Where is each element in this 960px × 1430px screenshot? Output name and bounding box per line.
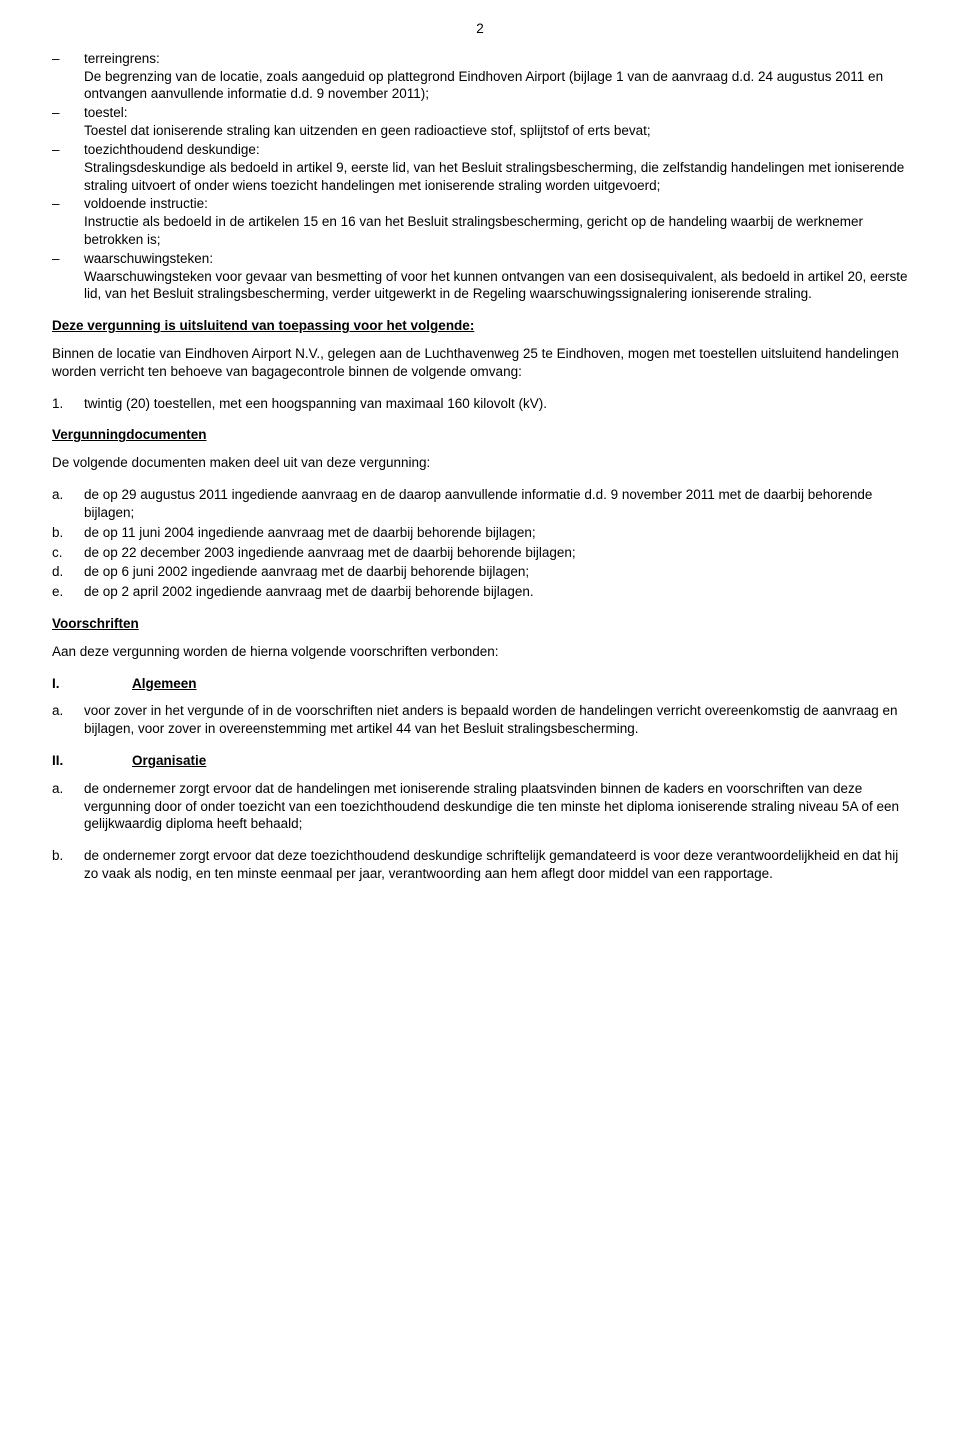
section-label: Algemeen	[132, 675, 197, 693]
item-text: de op 6 juni 2002 ingediende aanvraag me…	[84, 563, 908, 581]
definition-body: toezichthoudend deskundige:Stralingsdesk…	[84, 141, 908, 194]
docs-paragraph: De volgende documenten maken deel uit va…	[52, 454, 908, 472]
definition-item: –toestel:Toestel dat ioniserende stralin…	[52, 104, 908, 140]
definition-item: –voldoende instructie:Instructie als bed…	[52, 195, 908, 248]
section2-list: a.de ondernemer zorgt ervoor dat de hand…	[52, 780, 908, 883]
section-label: Organisatie	[132, 752, 206, 770]
item-text: de op 29 augustus 2011 ingediende aanvra…	[84, 486, 908, 522]
definition-body: toestel:Toestel dat ioniserende straling…	[84, 104, 908, 140]
list-item: b.de op 11 juni 2004 ingediende aanvraag…	[52, 524, 908, 542]
scope-paragraph: Binnen de locatie van Eindhoven Airport …	[52, 345, 908, 381]
list-item: a.voor zover in het vergunde of in de vo…	[52, 702, 908, 738]
item-text: twintig (20) toestellen, met een hoogspa…	[84, 395, 908, 413]
item-text: de ondernemer zorgt ervoor dat de handel…	[84, 780, 908, 833]
list-item: c.de op 22 december 2003 ingediende aanv…	[52, 544, 908, 562]
definition-term: waarschuwingsteken:	[84, 250, 908, 268]
definition-term: toezichthoudend deskundige:	[84, 141, 908, 159]
item-marker: b.	[52, 847, 84, 883]
definition-term: voldoende instructie:	[84, 195, 908, 213]
item-marker: e.	[52, 583, 84, 601]
definition-body: voldoende instructie:Instructie als bedo…	[84, 195, 908, 248]
docs-list: a.de op 29 augustus 2011 ingediende aanv…	[52, 486, 908, 601]
voorschriften-paragraph: Aan deze vergunning worden de hierna vol…	[52, 643, 908, 661]
scope-list: 1. twintig (20) toestellen, met een hoog…	[52, 395, 908, 413]
dash-marker: –	[52, 50, 84, 103]
list-item: a.de op 29 augustus 2011 ingediende aanv…	[52, 486, 908, 522]
item-text: de op 11 juni 2004 ingediende aanvraag m…	[84, 524, 908, 542]
definition-item: –toezichthoudend deskundige:Stralingsdes…	[52, 141, 908, 194]
definition-desc: Stralingsdeskundige als bedoeld in artik…	[84, 159, 908, 195]
item-text: voor zover in het vergunde of in de voor…	[84, 702, 908, 738]
document-page: 2 –terreingrens:De begrenzing van de loc…	[0, 0, 960, 927]
definition-desc: Toestel dat ioniserende straling kan uit…	[84, 122, 908, 140]
item-text: de ondernemer zorgt ervoor dat deze toez…	[84, 847, 908, 883]
dash-marker: –	[52, 104, 84, 140]
definition-item: –waarschuwingsteken:Waarschuwingsteken v…	[52, 250, 908, 303]
section-row-algemeen: I. Algemeen	[52, 675, 908, 693]
docs-heading: Vergunningdocumenten	[52, 426, 908, 444]
section-row-organisatie: II. Organisatie	[52, 752, 908, 770]
item-text: de op 22 december 2003 ingediende aanvra…	[84, 544, 908, 562]
item-marker: a.	[52, 702, 84, 738]
page-number: 2	[52, 20, 908, 38]
item-marker: a.	[52, 780, 84, 833]
item-text: de op 2 april 2002 ingediende aanvraag m…	[84, 583, 908, 601]
scope-heading: Deze vergunning is uitsluitend van toepa…	[52, 317, 908, 335]
list-item: 1. twintig (20) toestellen, met een hoog…	[52, 395, 908, 413]
definition-term: toestel:	[84, 104, 908, 122]
section1-list: a.voor zover in het vergunde of in de vo…	[52, 702, 908, 738]
voorschriften-heading: Voorschriften	[52, 615, 908, 633]
definition-body: terreingrens:De begrenzing van de locati…	[84, 50, 908, 103]
dash-marker: –	[52, 195, 84, 248]
definition-term: terreingrens:	[84, 50, 908, 68]
item-marker: a.	[52, 486, 84, 522]
item-marker: b.	[52, 524, 84, 542]
item-marker: c.	[52, 544, 84, 562]
dash-marker: –	[52, 141, 84, 194]
list-item: d.de op 6 juni 2002 ingediende aanvraag …	[52, 563, 908, 581]
list-item: e.de op 2 april 2002 ingediende aanvraag…	[52, 583, 908, 601]
definitions-list: –terreingrens:De begrenzing van de locat…	[52, 50, 908, 303]
definition-desc: Instructie als bedoeld in de artikelen 1…	[84, 213, 908, 249]
item-marker: 1.	[52, 395, 84, 413]
definition-desc: De begrenzing van de locatie, zoals aang…	[84, 68, 908, 104]
definition-item: –terreingrens:De begrenzing van de locat…	[52, 50, 908, 103]
definition-desc: Waarschuwingsteken voor gevaar van besme…	[84, 268, 908, 304]
dash-marker: –	[52, 250, 84, 303]
definition-body: waarschuwingsteken:Waarschuwingsteken vo…	[84, 250, 908, 303]
section-number: I.	[52, 675, 132, 693]
item-marker: d.	[52, 563, 84, 581]
list-item: b.de ondernemer zorgt ervoor dat deze to…	[52, 847, 908, 883]
list-item: a.de ondernemer zorgt ervoor dat de hand…	[52, 780, 908, 833]
section-number: II.	[52, 752, 132, 770]
